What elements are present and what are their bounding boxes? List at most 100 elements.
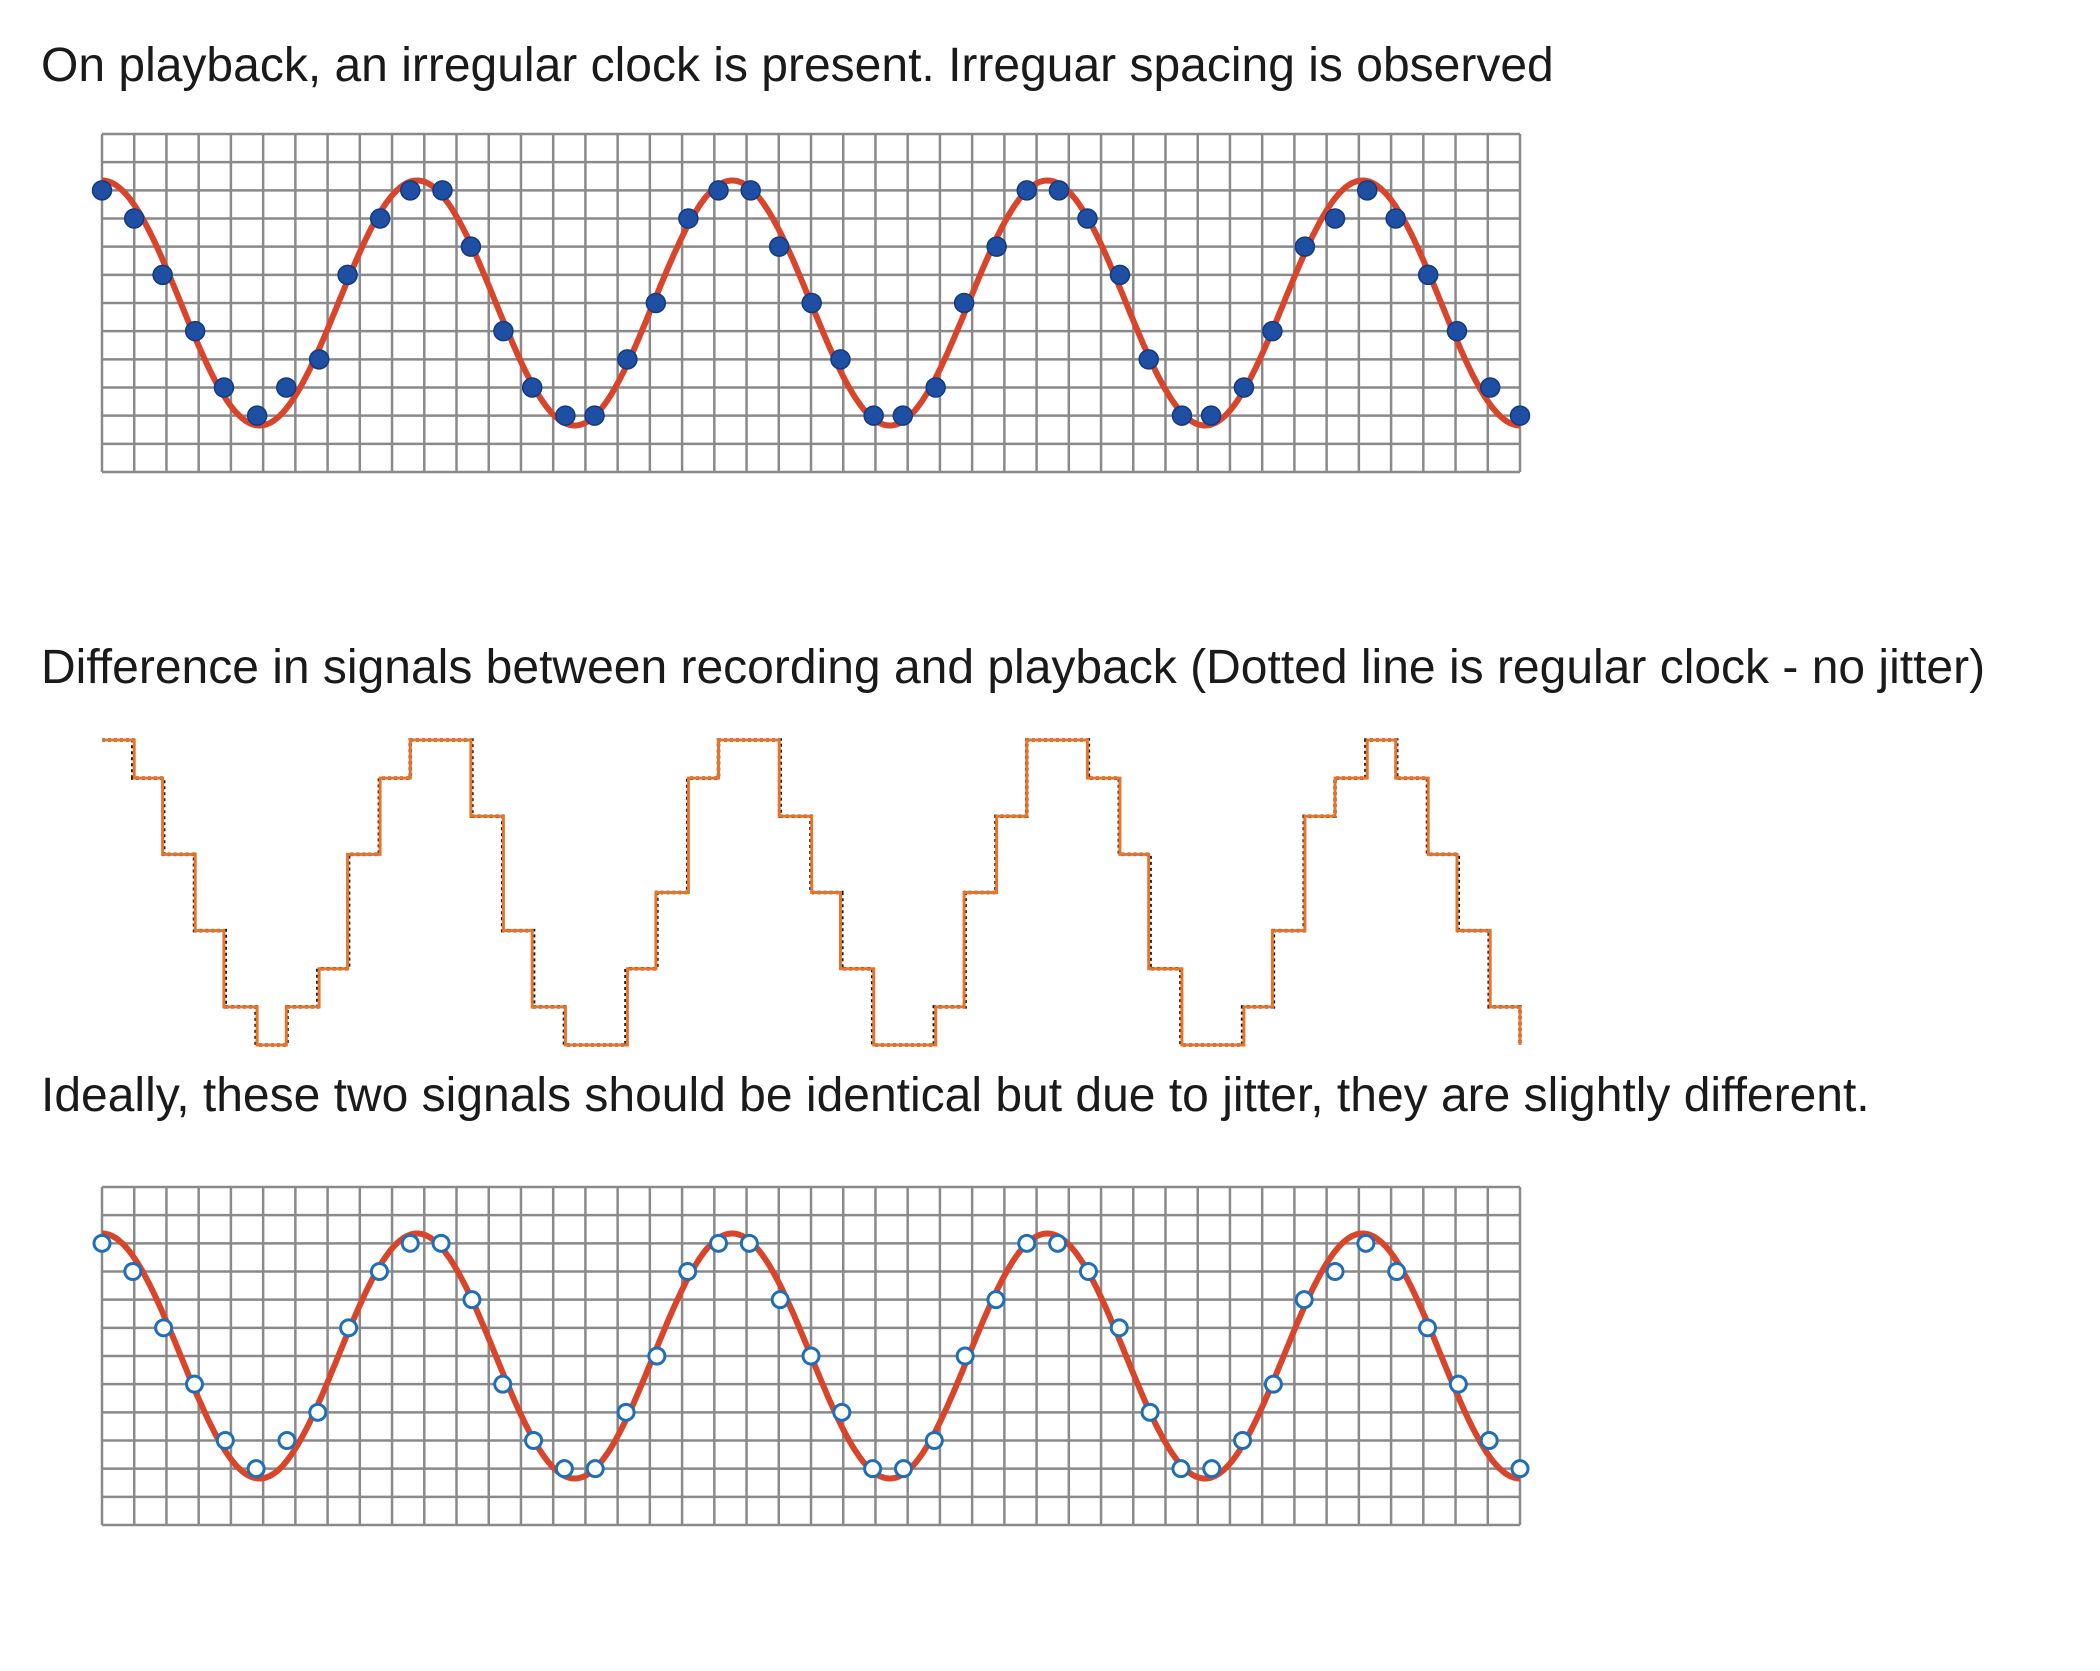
sample-circle — [616, 1402, 636, 1422]
sample-dot — [925, 377, 946, 398]
sample-dot — [123, 208, 145, 229]
sample-dot — [953, 292, 975, 314]
sample-dot — [1446, 320, 1468, 342]
sample-circle — [1418, 1318, 1438, 1338]
sample-circle — [431, 1233, 451, 1253]
sample-circle — [1510, 1459, 1530, 1479]
sample-circle — [308, 1402, 328, 1422]
sample-circle — [801, 1346, 821, 1366]
sample-circle — [770, 1290, 790, 1310]
sample-dot — [1417, 264, 1439, 286]
sample-circle — [462, 1290, 482, 1310]
sample-dot — [432, 180, 453, 201]
sample-dot — [308, 349, 330, 370]
sample-circle — [92, 1233, 112, 1253]
sample-dot — [276, 377, 297, 398]
sample-circle — [1048, 1233, 1068, 1253]
sample-dot — [1324, 208, 1346, 229]
sample-circle — [1202, 1459, 1222, 1479]
sample-circle — [832, 1402, 852, 1422]
sample-dot — [1356, 180, 1378, 201]
sample-circle — [955, 1346, 975, 1366]
sample-circle — [924, 1431, 944, 1450]
sample-circle — [246, 1459, 266, 1479]
caption-irregular-clock: On playback, an irregular clock is prese… — [41, 39, 1554, 92]
sample-circle — [585, 1459, 605, 1479]
sample-dot — [617, 349, 638, 370]
sample-dot — [246, 405, 268, 426]
sample-circle — [184, 1374, 204, 1394]
sample-dot — [1233, 377, 1255, 398]
sample-dot — [184, 320, 206, 342]
sample-circle — [554, 1459, 574, 1479]
sample-dot — [1200, 405, 1222, 426]
sample-dot — [460, 236, 482, 257]
sample-dot — [801, 292, 822, 314]
sample-dot — [1077, 208, 1098, 229]
sample-dot — [521, 377, 543, 398]
sample-dot — [555, 405, 576, 426]
sample-dot — [986, 236, 1007, 257]
sample-circle — [123, 1262, 143, 1281]
sample-circle — [1448, 1374, 1468, 1394]
sample-circle — [277, 1431, 297, 1450]
sample-dot — [1048, 180, 1070, 201]
sample-circle — [400, 1233, 420, 1253]
caption-ideal-identical: Ideally, these two signals should be ide… — [41, 1069, 1870, 1122]
sample-circle — [1325, 1262, 1345, 1281]
sample-dot — [493, 320, 514, 342]
playback-step-line — [102, 738, 1522, 1047]
sample-dot — [645, 292, 667, 314]
sample-dot — [1109, 264, 1131, 286]
sample-dot — [708, 180, 729, 201]
sample-circle — [1017, 1233, 1037, 1253]
sample-dot — [1509, 405, 1531, 426]
sample-dot — [768, 236, 790, 257]
sample-dot — [863, 405, 884, 426]
sample-circle — [1171, 1459, 1191, 1479]
sample-circle — [647, 1346, 667, 1366]
caption-signal-difference: Difference in signals between recording … — [41, 641, 1986, 694]
sample-dot — [1171, 405, 1193, 426]
sample-dot — [678, 208, 699, 229]
sample-dot — [337, 264, 358, 286]
sample-circle — [1387, 1262, 1407, 1281]
sample-circle — [369, 1262, 389, 1281]
sample-dot — [1294, 236, 1316, 257]
sample-dot — [1479, 377, 1501, 398]
sample-circle — [1109, 1318, 1129, 1338]
sample-dot — [369, 208, 391, 229]
sample-circle — [493, 1374, 513, 1394]
sample-circle — [893, 1459, 913, 1479]
sample-dot — [91, 180, 113, 201]
grid — [100, 1185, 1522, 1527]
sample-circle — [1233, 1431, 1253, 1450]
sample-dot — [1262, 320, 1283, 342]
sample-circle — [678, 1262, 698, 1281]
sample-circle — [154, 1318, 174, 1338]
sample-dot — [400, 180, 421, 201]
sample-dot — [892, 405, 914, 426]
grid — [100, 132, 1522, 474]
sample-circle — [986, 1290, 1006, 1310]
sample-circle — [739, 1233, 759, 1253]
sample-circle — [1479, 1431, 1499, 1450]
sample-dot — [213, 377, 235, 398]
sample-dot — [152, 264, 173, 286]
sample-circle — [215, 1431, 235, 1450]
sample-circle — [1263, 1374, 1283, 1394]
sample-circle — [1140, 1402, 1160, 1422]
sample-dot — [740, 180, 761, 201]
sample-circle — [1294, 1290, 1314, 1310]
sample-circle — [1356, 1233, 1376, 1253]
sample-circle — [709, 1233, 729, 1253]
sample-dot — [1138, 349, 1159, 370]
sample-dot — [830, 349, 851, 370]
sample-circle — [339, 1318, 359, 1338]
sample-dot — [1016, 180, 1038, 201]
sample-circle — [863, 1459, 883, 1479]
sample-dot — [1385, 208, 1406, 229]
